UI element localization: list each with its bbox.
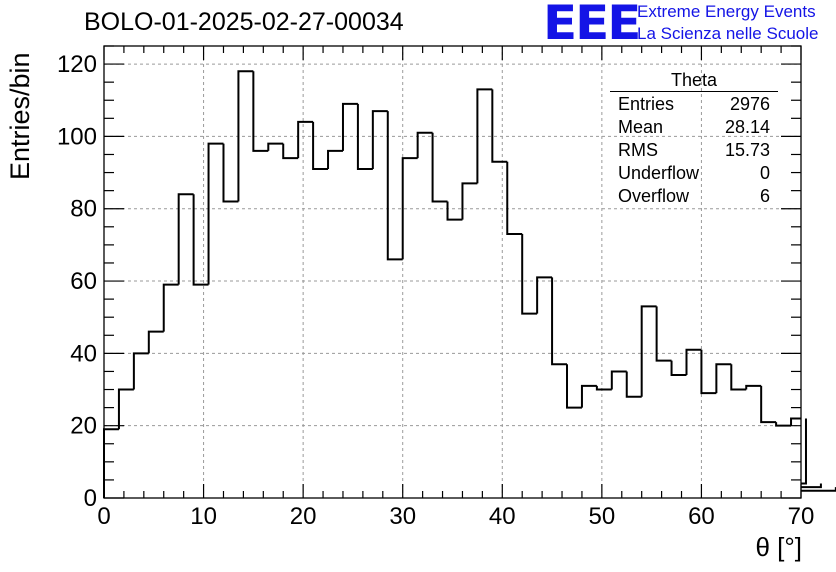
x-axis-label: θ [°]	[755, 532, 802, 562]
x-tick-label: 0	[97, 503, 110, 530]
histogram-bin	[237, 70, 254, 202]
histogram-bin	[491, 89, 508, 163]
plot-frame	[103, 45, 802, 499]
histogram-bin	[801, 418, 807, 485]
y-tick-label: 20	[70, 413, 97, 440]
stats-row-entries: Entries 2976	[610, 93, 778, 116]
histogram-bin	[461, 182, 478, 220]
x-tick-label: 70	[788, 503, 815, 530]
stats-row-mean: Mean 28.14	[610, 116, 778, 139]
histogram-bin	[446, 201, 463, 221]
stats-label: Overflow	[618, 186, 690, 206]
y-tick-label: 100	[57, 123, 97, 150]
histogram-bin	[670, 360, 687, 377]
logo-line-2: La Scienza nelle Scuole	[637, 24, 819, 43]
histogram-bin	[132, 352, 149, 390]
x-tick-label: 20	[290, 503, 317, 530]
y-axis-label: Entries/bin	[5, 52, 35, 180]
histogram-bin	[801, 483, 822, 489]
histogram-bin	[297, 120, 314, 159]
histogram-bin	[551, 277, 568, 366]
stats-row-rms: RMS 15.73	[610, 139, 778, 162]
histogram-bin	[386, 111, 403, 261]
plot-border	[103, 45, 802, 499]
histogram-bin	[521, 234, 538, 315]
y-tick-label: 0	[84, 485, 97, 512]
stats-label: Entries	[618, 94, 675, 114]
histogram-bin	[267, 142, 284, 151]
x-tick-label: 50	[589, 503, 616, 530]
stats-value: 6	[759, 186, 770, 206]
histogram-bin	[177, 193, 194, 285]
histogram-bin	[506, 161, 523, 236]
axis-ticks	[103, 45, 802, 499]
histogram-bin	[655, 306, 672, 362]
histogram-bin	[685, 348, 702, 376]
histogram-bin	[207, 142, 224, 285]
histogram-bin	[103, 428, 119, 498]
histogram-bin	[536, 276, 553, 314]
histogram-bin	[775, 422, 792, 427]
histogram-bin	[700, 349, 717, 395]
histogram-bin	[476, 88, 493, 184]
stats-value: 2976	[729, 94, 770, 114]
x-tick-label: 40	[489, 503, 516, 530]
histogram-bin	[416, 131, 433, 159]
histogram-bin	[341, 102, 358, 151]
histogram-bin	[790, 417, 801, 426]
histogram-bin	[371, 110, 388, 169]
stats-value: 28.14	[724, 117, 770, 137]
y-tick-label: 80	[70, 196, 97, 223]
histogram-bin	[580, 384, 597, 408]
histogram-bin	[282, 143, 299, 160]
histogram-bin	[222, 143, 239, 203]
logo-line-1: Extreme Energy Events	[637, 2, 816, 21]
stats-row-overflow: Overflow 6	[610, 185, 778, 208]
grid	[104, 46, 801, 498]
histogram-bin	[625, 371, 642, 398]
stats-label: Mean	[618, 117, 664, 137]
stats-row-underflow: Underflow 0	[610, 162, 778, 185]
histogram-bin	[595, 385, 612, 391]
stats-box: Theta Entries 2976 Mean 28.14 RMS 15.73 …	[610, 70, 778, 208]
stats-title: Theta	[610, 70, 778, 92]
histogram-bin	[566, 364, 582, 409]
histogram-bin	[162, 283, 179, 332]
stats-label: Underflow	[618, 163, 700, 183]
y-tick-label: 60	[70, 268, 97, 295]
histogram-bin	[147, 330, 164, 354]
histogram-bars	[103, 70, 836, 498]
y-tick-label: 40	[70, 340, 97, 367]
eee-logo: EEE	[543, 0, 641, 51]
x-tick-label: 60	[688, 503, 715, 530]
histogram-bin	[715, 363, 732, 394]
x-tick-label: 10	[190, 503, 217, 530]
chart-title: BOLO-01-2025-02-27-00034	[84, 8, 404, 36]
stats-label: RMS	[618, 140, 658, 160]
histogram-bin	[312, 121, 329, 170]
histogram-bin	[401, 157, 418, 260]
stats-value: 0	[759, 163, 770, 183]
histogram-bin	[192, 194, 209, 286]
stats-value: 15.73	[724, 140, 770, 160]
histogram-bin	[431, 132, 448, 203]
histogram-bin	[356, 103, 373, 170]
y-tick-label: 120	[57, 51, 97, 78]
x-tick-label: 30	[389, 503, 416, 530]
histogram-bin	[730, 364, 747, 391]
histogram-bin	[117, 388, 134, 430]
histogram-bin	[640, 305, 657, 397]
histogram-bin	[610, 370, 627, 390]
histogram-bin	[745, 384, 762, 390]
histogram-bin	[760, 385, 777, 424]
histogram-bin	[327, 149, 343, 169]
histogram-bin	[252, 71, 269, 152]
